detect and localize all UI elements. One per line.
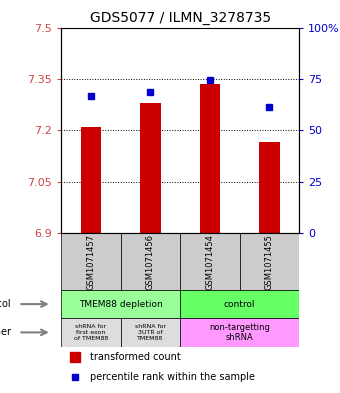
Bar	[140, 103, 161, 233]
Title: GDS5077 / ILMN_3278735: GDS5077 / ILMN_3278735	[90, 11, 271, 25]
Text: non-targetting
shRNA: non-targetting shRNA	[209, 323, 270, 342]
Text: TMEM88 depletion: TMEM88 depletion	[79, 299, 163, 309]
FancyBboxPatch shape	[61, 318, 121, 347]
Text: GSM1071454: GSM1071454	[205, 234, 215, 290]
Bar	[200, 84, 220, 233]
FancyBboxPatch shape	[180, 290, 299, 318]
Text: control: control	[224, 299, 255, 309]
FancyBboxPatch shape	[121, 233, 180, 290]
Bar	[81, 127, 101, 233]
FancyBboxPatch shape	[121, 318, 180, 347]
Text: shRNA for
3UTR of
TMEM88: shRNA for 3UTR of TMEM88	[135, 324, 166, 341]
FancyBboxPatch shape	[240, 233, 299, 290]
Text: GSM1071455: GSM1071455	[265, 234, 274, 290]
FancyBboxPatch shape	[180, 233, 240, 290]
Text: shRNA for
first exon
of TMEM88: shRNA for first exon of TMEM88	[74, 324, 108, 341]
Text: protocol: protocol	[0, 299, 11, 309]
Bar	[259, 142, 280, 233]
FancyBboxPatch shape	[61, 233, 121, 290]
Text: GSM1071457: GSM1071457	[86, 234, 96, 290]
Text: percentile rank within the sample: percentile rank within the sample	[90, 372, 255, 382]
FancyBboxPatch shape	[180, 318, 299, 347]
FancyBboxPatch shape	[61, 290, 180, 318]
Text: transformed count: transformed count	[90, 353, 181, 362]
Text: other: other	[0, 327, 11, 338]
Text: GSM1071456: GSM1071456	[146, 234, 155, 290]
